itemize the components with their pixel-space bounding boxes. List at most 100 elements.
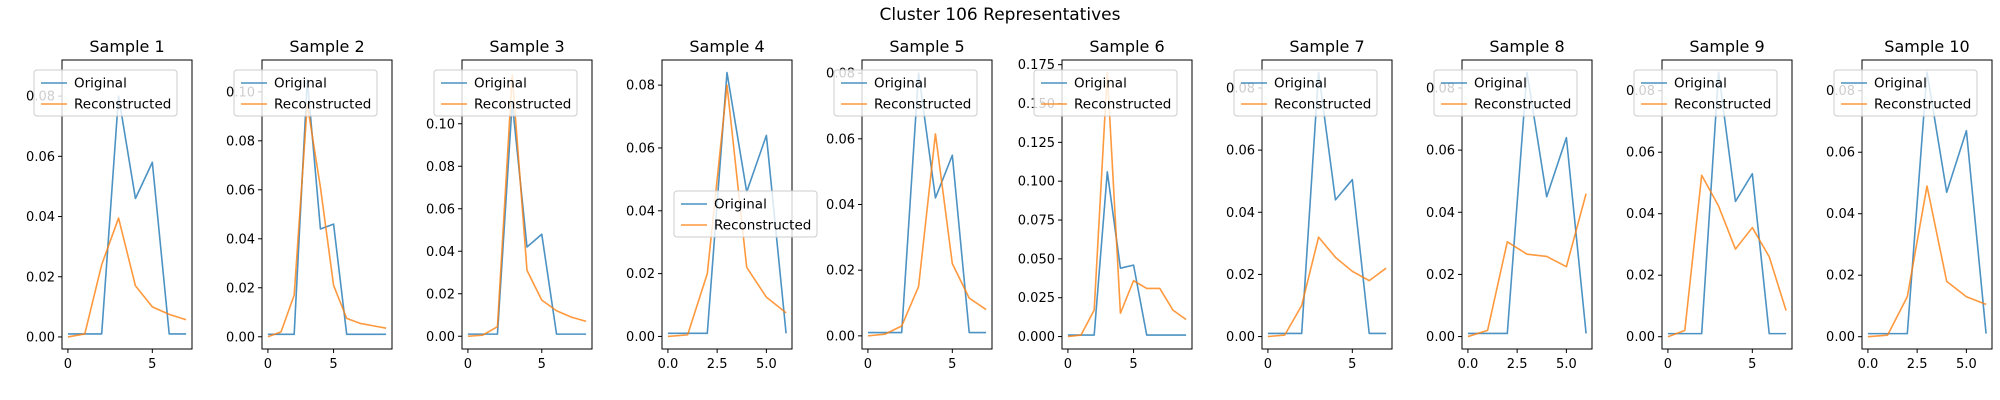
subplot-title: Sample 9 <box>1689 37 1764 56</box>
legend-label: Reconstructed <box>1874 97 1971 113</box>
legend-label: Original <box>1274 76 1327 92</box>
y-tick-label: 0.100 <box>1018 175 1055 190</box>
subplot-title: Sample 8 <box>1489 37 1564 56</box>
subplot-1: Sample 10.000.020.040.060.0805OriginalRe… <box>26 37 193 372</box>
subplot-7: Sample 70.000.020.040.060.0805OriginalRe… <box>1226 37 1393 372</box>
series-line-reconstructed <box>867 133 987 337</box>
y-tick-label: 0.08 <box>626 79 655 94</box>
y-tick-label: 0.02 <box>1626 269 1655 284</box>
x-tick-label: 5.0 <box>1956 357 1977 372</box>
axes-frame <box>1661 59 1793 350</box>
series-line-reconstructed <box>1467 193 1587 338</box>
y-tick-label: 0.08 <box>226 134 255 149</box>
y-tick-label: 0.00 <box>426 330 455 345</box>
legend-box <box>1233 69 1378 117</box>
legend-box <box>433 69 578 117</box>
subplot-title: Sample 1 <box>89 37 164 56</box>
y-tick-label: 0.175 <box>1018 58 1055 73</box>
legend-label: Original <box>474 76 527 92</box>
y-tick-label: 0.00 <box>226 330 255 345</box>
y-tick-label: 0.02 <box>1226 268 1255 283</box>
subplot-4: Sample 4 0.00 0.02 0.04 0.06 0.08 0.0 2.5 5.0 Ori… <box>626 37 818 372</box>
series-line-original <box>67 95 187 335</box>
x-tick-label: 0.0 <box>658 357 679 372</box>
figure-suptitle: Cluster 106 Representatives <box>880 5 1121 25</box>
series-line-original <box>1067 171 1187 336</box>
legend-label: Original <box>1674 76 1727 92</box>
y-tick-label: 0.025 <box>1018 291 1055 306</box>
axes-frame <box>1861 59 1993 350</box>
x-tick-label: 2.5 <box>707 357 728 372</box>
legend-label: Original <box>1474 76 1527 92</box>
subplot-title: Sample 10 <box>1884 37 1969 56</box>
legend-label: Reconstructed <box>1674 97 1771 113</box>
y-tick-label: 0.02 <box>626 267 655 282</box>
y-tick-label: 0.02 <box>426 287 455 302</box>
legend: Original Reconstructed <box>433 69 578 117</box>
x-tick-label: 5 <box>1129 357 1137 372</box>
legend-label: Original <box>874 76 927 92</box>
legend: Original Reconstructed <box>33 69 178 117</box>
series-line-reconstructed <box>1667 174 1787 338</box>
subplot-title: Sample 6 <box>1089 37 1164 56</box>
y-tick-label: 0.02 <box>1426 268 1455 283</box>
x-tick-label: 5 <box>538 357 546 372</box>
legend: Original Reconstructed <box>1033 69 1178 117</box>
y-tick-label: 0.000 <box>1018 330 1055 345</box>
axes-frame <box>61 59 193 350</box>
y-tick-label: 0.04 <box>1626 207 1655 222</box>
x-tick-label: 5.0 <box>1556 357 1577 372</box>
legend-label: Reconstructed <box>714 218 811 234</box>
subplot-2: Sample 20.000.020.040.060.080.1005Origin… <box>226 37 393 372</box>
subplot-9: Sample 90.000.020.040.060.0805OriginalRe… <box>1626 37 1793 372</box>
x-tick-label: 5.0 <box>756 357 777 372</box>
legend-box <box>233 69 378 117</box>
legend-label: Reconstructed <box>1074 97 1171 113</box>
y-tick-label: 0.06 <box>426 202 455 217</box>
legend-label: Reconstructed <box>274 97 371 113</box>
legend-box <box>1633 69 1778 117</box>
y-tick-label: 0.06 <box>226 183 255 198</box>
x-tick-label: 0 <box>1264 357 1272 372</box>
x-tick-label: 5 <box>329 357 337 372</box>
x-tick-label: 0 <box>1064 357 1072 372</box>
series-line-original <box>267 78 387 336</box>
subplot-title: Sample 2 <box>289 37 364 56</box>
series-line-reconstructed <box>67 217 187 338</box>
legend-label: Reconstructed <box>874 97 971 113</box>
x-tick-label: 0 <box>264 357 272 372</box>
y-tick-label: 0.04 <box>826 198 855 213</box>
axes-frame <box>261 59 393 350</box>
axes-frame <box>1461 59 1593 350</box>
series-line-reconstructed <box>667 84 787 338</box>
series-line-reconstructed <box>1067 71 1187 338</box>
legend-box <box>1833 69 1978 117</box>
x-tick-label: 0 <box>864 357 872 372</box>
subplot-10: Sample 100.000.020.040.060.080.02.55.0Or… <box>1826 37 1993 372</box>
legend: Original Reconstructed <box>673 190 818 238</box>
y-tick-label: 0.08 <box>426 160 455 175</box>
y-tick-label: 0.10 <box>426 117 455 132</box>
x-tick-label: 2.5 <box>1907 357 1928 372</box>
legend: Original Reconstructed <box>1833 69 1978 117</box>
y-tick-label: 0.04 <box>426 245 455 260</box>
x-tick-label: 0 <box>1664 357 1672 372</box>
y-tick-label: 0.00 <box>1626 330 1655 345</box>
legend-box <box>673 190 818 238</box>
series-line-reconstructed <box>1867 185 1987 338</box>
y-tick-label: 0.00 <box>1826 330 1855 345</box>
series-line-reconstructed <box>267 103 387 338</box>
legend-label: Reconstructed <box>474 97 571 113</box>
x-tick-label: 5 <box>948 357 956 372</box>
subplot-title: Sample 5 <box>889 37 964 56</box>
legend-label: Reconstructed <box>1474 97 1571 113</box>
series-line-reconstructed <box>467 74 587 338</box>
y-tick-label: 0.04 <box>626 204 655 219</box>
subplot-title: Sample 4 <box>689 37 764 56</box>
legend-label: Original <box>1874 76 1927 92</box>
subplot-8: Sample 80.000.020.040.060.080.02.55.0Ori… <box>1426 37 1593 372</box>
legend-label: Original <box>74 76 127 92</box>
subplot-5: Sample 50.000.020.040.060.0805OriginalRe… <box>826 37 993 372</box>
y-tick-label: 0.00 <box>26 330 55 345</box>
